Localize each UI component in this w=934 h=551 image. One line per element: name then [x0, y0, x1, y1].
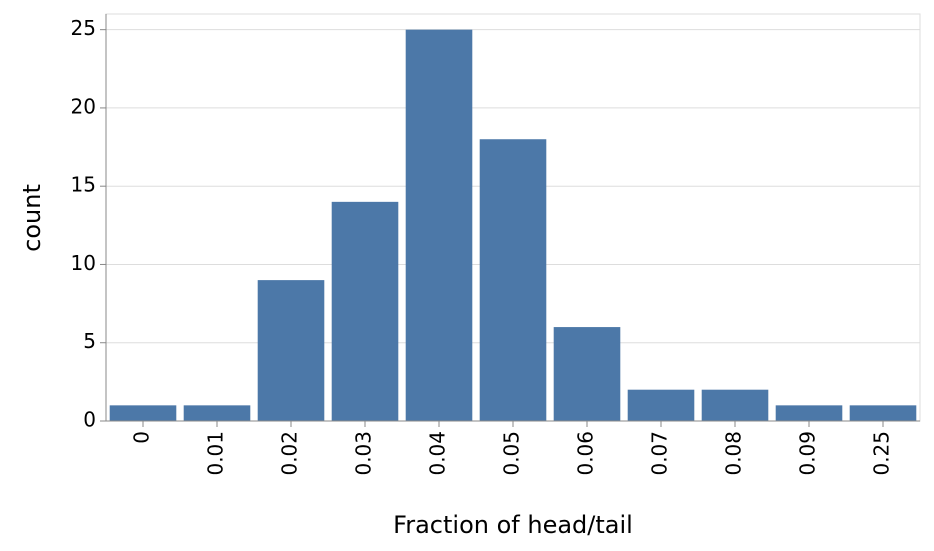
bar: [257, 280, 325, 421]
bar: [405, 29, 473, 422]
x-tick-label: 0.03: [352, 431, 376, 476]
x-tick-label: 0.09: [796, 431, 820, 476]
x-tick-label: 0.01: [204, 431, 228, 476]
bar: [627, 389, 695, 421]
y-tick-label: 0: [83, 408, 96, 432]
x-tick-label: 0.04: [426, 431, 450, 476]
bar: [553, 327, 621, 421]
bar: [183, 405, 251, 421]
y-tick-label: 10: [71, 251, 96, 275]
y-tick-label: 15: [71, 173, 96, 197]
bar: [775, 405, 843, 421]
y-axis-title: count: [18, 184, 46, 252]
x-tick-label: 0.08: [722, 431, 746, 476]
y-tick-label: 20: [71, 94, 96, 118]
bar: [849, 405, 917, 421]
y-tick-label: 25: [71, 16, 96, 40]
x-tick-label: 0.02: [278, 431, 302, 476]
bar: [331, 201, 399, 421]
bar: [701, 389, 769, 421]
x-tick-label: 0: [130, 431, 154, 444]
bar: [109, 405, 177, 421]
x-tick-label: 0.07: [648, 431, 672, 476]
x-axis-title: Fraction of head/tail: [393, 511, 633, 539]
x-tick-label: 0.05: [500, 431, 524, 476]
y-tick-label: 5: [83, 329, 96, 353]
bar: [479, 139, 547, 421]
x-tick-label: 0.25: [870, 431, 894, 476]
x-tick-label: 0.06: [574, 431, 598, 476]
